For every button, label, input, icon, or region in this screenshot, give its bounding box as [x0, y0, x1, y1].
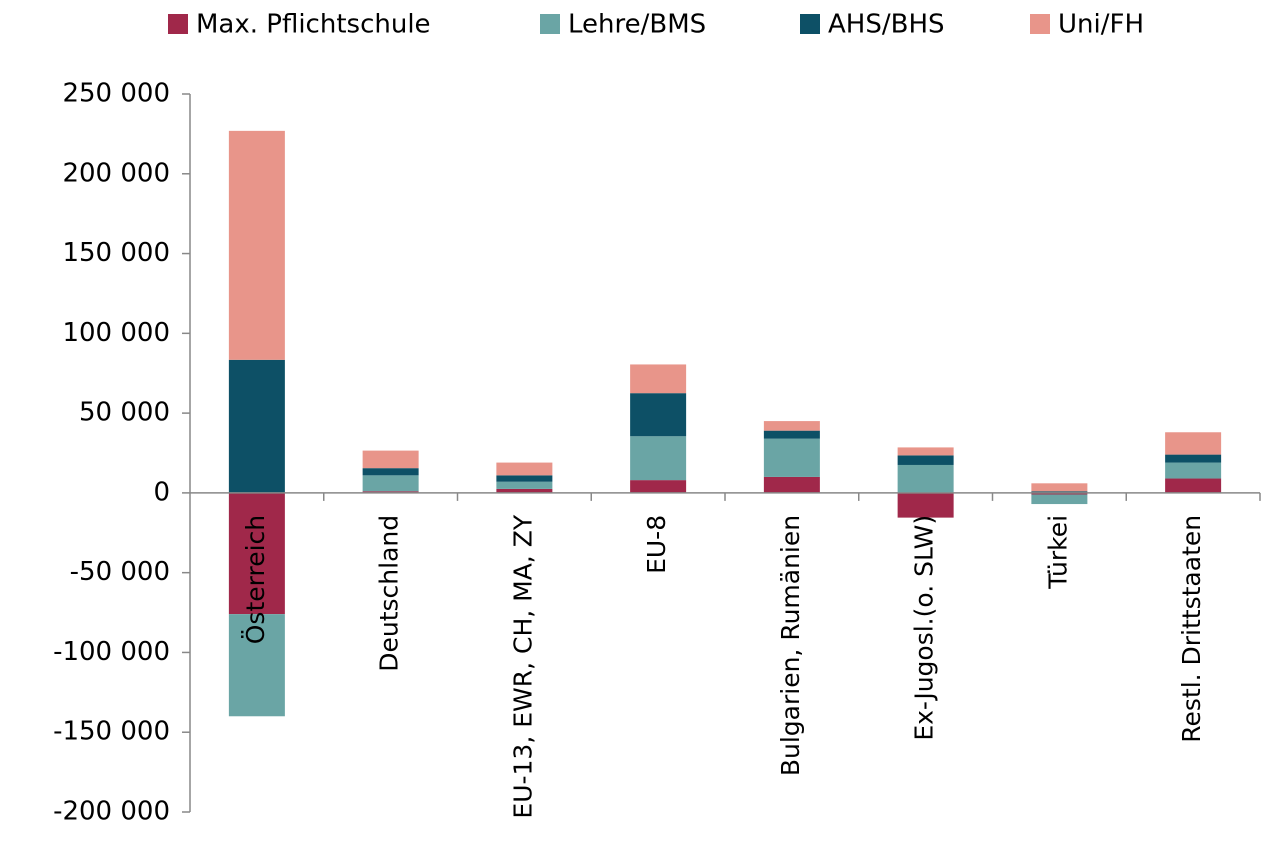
- bar-segment: [1031, 494, 1088, 505]
- legend-label: AHS/BHS: [828, 10, 945, 40]
- legend-label: Max. Pflichtschule: [196, 10, 431, 40]
- bar-segment: [897, 492, 954, 518]
- x-tick-label: Restl. Drittstaaten: [1177, 515, 1206, 743]
- x-tick-label: Deutschland: [375, 515, 404, 672]
- bar-segment: [496, 462, 553, 476]
- bar-segment: [630, 364, 687, 394]
- legend-swatch: [540, 14, 560, 34]
- y-tick-label: 200 000: [62, 158, 170, 188]
- bar-segment: [228, 359, 285, 493]
- bar-segment: [1165, 478, 1222, 493]
- x-tick-label: Ex-Jugosl.(o. SLW): [910, 515, 939, 741]
- y-tick-label: 0: [153, 477, 170, 507]
- bar-segment: [1165, 462, 1222, 479]
- y-tick-label: 50 000: [79, 398, 170, 428]
- x-tick-label: EU-13, EWR, CH, MA, ZY: [508, 514, 537, 818]
- y-tick-label: 250 000: [62, 79, 170, 109]
- bar-segment: [630, 480, 687, 493]
- bar-segment: [1165, 454, 1222, 463]
- bar-segment: [228, 492, 285, 615]
- bar-segment: [362, 475, 419, 492]
- bar-segment: [1031, 491, 1088, 493]
- bar-segment: [228, 614, 285, 717]
- bar-segment: [763, 421, 820, 431]
- bar-segment: [496, 481, 553, 489]
- bar-segment: [897, 447, 954, 456]
- y-tick-label: -150 000: [53, 717, 170, 747]
- bar-segment: [630, 436, 687, 481]
- bar-segment: [897, 464, 954, 493]
- y-tick-label: -50 000: [70, 557, 170, 587]
- bar-segment: [763, 476, 820, 493]
- bar-segment: [1031, 483, 1088, 492]
- bar-segment: [763, 438, 820, 477]
- x-tick-label: EU-8: [642, 515, 671, 574]
- bar-segment: [1031, 492, 1088, 495]
- legend-swatch: [800, 14, 820, 34]
- bar-segment: [1165, 432, 1222, 455]
- bar-segment: [496, 475, 553, 482]
- bar-segment: [763, 430, 820, 439]
- legend-label: Lehre/BMS: [568, 10, 706, 40]
- x-tick-label: Österreich: [241, 515, 270, 644]
- y-tick-label: -100 000: [53, 637, 170, 667]
- bar-segment: [362, 450, 419, 469]
- y-tick-label: -200 000: [53, 797, 170, 827]
- bar-segment: [228, 130, 285, 360]
- y-tick-label: 150 000: [62, 238, 170, 268]
- bar-segment: [362, 491, 419, 493]
- bar-segment: [897, 455, 954, 465]
- legend-swatch: [168, 14, 188, 34]
- bar-segment: [496, 488, 553, 493]
- y-tick-label: 100 000: [62, 318, 170, 348]
- legend-swatch: [1030, 14, 1050, 34]
- bar-segment: [630, 393, 687, 437]
- legend-label: Uni/FH: [1058, 10, 1144, 40]
- x-tick-label: Bulgarien, Rumänien: [776, 515, 805, 776]
- bar-segment: [362, 468, 419, 476]
- x-tick-label: Türkei: [1043, 515, 1072, 590]
